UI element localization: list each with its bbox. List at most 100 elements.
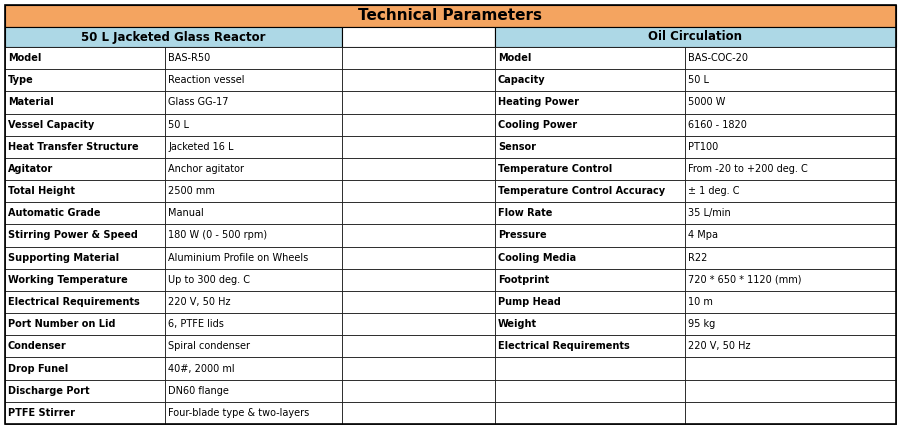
Text: Temperature Control: Temperature Control [498, 164, 613, 174]
Text: Footprint: Footprint [498, 275, 550, 285]
Bar [342, 114, 495, 136]
Bar [685, 247, 896, 269]
Bar [495, 224, 685, 247]
Text: Agitator: Agitator [8, 164, 53, 174]
Bar [5, 247, 165, 269]
Text: Discharge Port: Discharge Port [8, 386, 89, 396]
Bar [5, 47, 165, 69]
Bar [685, 269, 896, 291]
Bar [5, 180, 165, 202]
Text: 720 * 650 * 1120 (mm): 720 * 650 * 1120 (mm) [688, 275, 802, 285]
Text: 220 V, 50 Hz: 220 V, 50 Hz [168, 297, 231, 307]
Bar [495, 402, 685, 424]
Bar [5, 136, 165, 158]
Bar [495, 380, 685, 402]
Bar [165, 180, 342, 202]
Text: Electrical Requirements: Electrical Requirements [498, 341, 630, 351]
Bar [165, 313, 342, 335]
Bar [685, 402, 896, 424]
Text: Technical Parameters: Technical Parameters [359, 9, 542, 24]
Text: 35 L/min: 35 L/min [688, 208, 731, 218]
Bar [5, 27, 342, 47]
Text: Pressure: Pressure [498, 230, 547, 241]
Text: ± 1 deg. C: ± 1 deg. C [688, 186, 740, 196]
Bar [685, 202, 896, 224]
Text: 95 kg: 95 kg [688, 319, 715, 329]
Bar [5, 5, 896, 27]
Bar [5, 114, 165, 136]
Bar [5, 402, 165, 424]
Text: Cooling Power: Cooling Power [498, 120, 578, 130]
Bar [5, 357, 165, 380]
Bar [342, 180, 495, 202]
Bar [495, 180, 685, 202]
Text: 50 L: 50 L [168, 120, 189, 130]
Text: Cooling Media: Cooling Media [498, 253, 576, 263]
Bar [342, 47, 495, 69]
Text: Heat Transfer Structure: Heat Transfer Structure [8, 142, 139, 152]
Text: Supporting Material: Supporting Material [8, 253, 119, 263]
Text: 2500 mm: 2500 mm [168, 186, 214, 196]
Text: BAS-COC-20: BAS-COC-20 [688, 53, 748, 63]
Text: Aluminium Profile on Wheels: Aluminium Profile on Wheels [168, 253, 308, 263]
Bar [495, 69, 685, 91]
Bar [5, 69, 165, 91]
Bar [165, 247, 342, 269]
Text: Flow Rate: Flow Rate [498, 208, 552, 218]
Bar [495, 114, 685, 136]
Bar [495, 91, 685, 114]
Text: Drop Funel: Drop Funel [8, 363, 68, 374]
Text: Type: Type [8, 75, 33, 85]
Bar [5, 335, 165, 357]
Bar [685, 114, 896, 136]
Bar [165, 69, 342, 91]
Bar [495, 47, 685, 69]
Text: Material: Material [8, 97, 54, 107]
Bar [342, 291, 495, 313]
Text: 180 W (0 - 500 rpm): 180 W (0 - 500 rpm) [168, 230, 267, 241]
Bar [685, 335, 896, 357]
Bar [165, 224, 342, 247]
Text: R22: R22 [688, 253, 707, 263]
Bar [495, 247, 685, 269]
Text: 50 L Jacketed Glass Reactor: 50 L Jacketed Glass Reactor [81, 30, 266, 43]
Bar [685, 69, 896, 91]
Text: Manual: Manual [168, 208, 204, 218]
Bar [165, 158, 342, 180]
Bar [165, 114, 342, 136]
Text: 220 V, 50 Hz: 220 V, 50 Hz [688, 341, 751, 351]
Bar [495, 202, 685, 224]
Bar [342, 136, 495, 158]
Bar [342, 247, 495, 269]
Bar [342, 69, 495, 91]
Text: 6160 - 1820: 6160 - 1820 [688, 120, 747, 130]
Text: Anchor agitator: Anchor agitator [168, 164, 244, 174]
Bar [165, 291, 342, 313]
Text: 6, PTFE lids: 6, PTFE lids [168, 319, 223, 329]
Text: 5000 W: 5000 W [688, 97, 725, 107]
Bar [5, 202, 165, 224]
Text: 10 m: 10 m [688, 297, 713, 307]
Text: Condenser: Condenser [8, 341, 67, 351]
Bar [342, 380, 495, 402]
Bar [165, 357, 342, 380]
Bar [5, 380, 165, 402]
Text: Jacketed 16 L: Jacketed 16 L [168, 142, 233, 152]
Text: 4 Mpa: 4 Mpa [688, 230, 718, 241]
Bar [495, 27, 896, 47]
Text: Automatic Grade: Automatic Grade [8, 208, 101, 218]
Bar [495, 357, 685, 380]
Bar [165, 402, 342, 424]
Bar [342, 224, 495, 247]
Text: Reaction vessel: Reaction vessel [168, 75, 244, 85]
Text: 40#, 2000 ml: 40#, 2000 ml [168, 363, 234, 374]
Bar [5, 224, 165, 247]
Text: Port Number on Lid: Port Number on Lid [8, 319, 115, 329]
Bar [342, 91, 495, 114]
Bar [495, 313, 685, 335]
Text: Stirring Power & Speed: Stirring Power & Speed [8, 230, 138, 241]
Text: Four-blade type & two-layers: Four-blade type & two-layers [168, 408, 309, 418]
Bar [495, 269, 685, 291]
Text: Up to 300 deg. C: Up to 300 deg. C [168, 275, 250, 285]
Bar [685, 291, 896, 313]
